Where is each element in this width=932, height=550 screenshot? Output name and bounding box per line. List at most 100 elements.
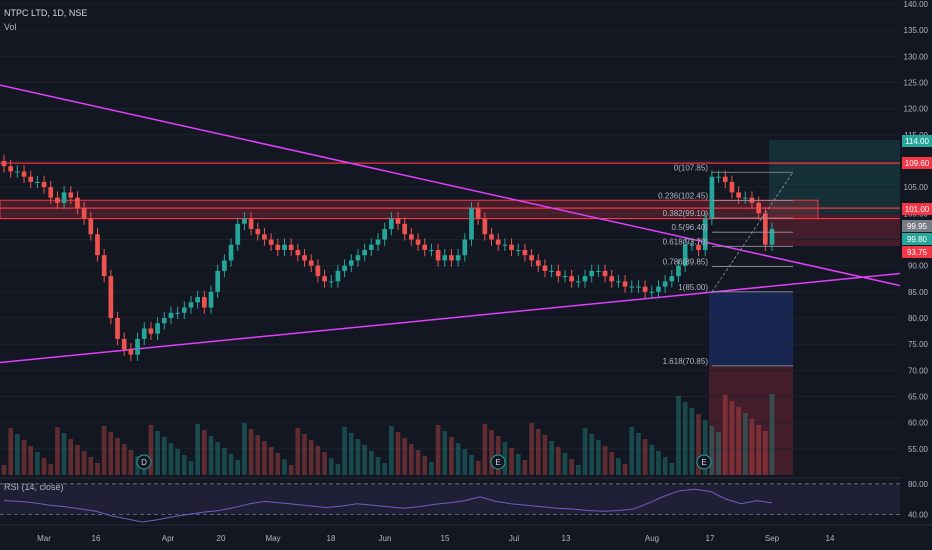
candle-body <box>489 234 494 240</box>
volume-bar <box>368 451 374 475</box>
event-marker <box>696 454 712 470</box>
volume-bar <box>535 429 541 475</box>
candle-body <box>228 244 234 261</box>
volume-bar <box>108 432 114 475</box>
candle-body <box>268 239 274 245</box>
candle-body <box>21 171 27 177</box>
resistance-band <box>0 199 819 220</box>
volume-bar <box>742 413 748 475</box>
candle-body <box>682 244 688 266</box>
candle-body <box>375 239 381 245</box>
candle-body <box>202 297 207 308</box>
volume-bar <box>549 441 554 475</box>
volume-label: Vol <box>4 22 17 32</box>
volume-bar <box>375 457 381 475</box>
candle-body <box>569 276 574 282</box>
candle-body <box>455 255 461 261</box>
volume-bar <box>729 401 735 475</box>
candle-body <box>636 286 641 288</box>
volume-bar <box>762 431 768 475</box>
candle-body <box>709 176 715 219</box>
price-badge <box>902 203 932 215</box>
candle-body <box>75 197 80 209</box>
candle-body <box>549 270 554 272</box>
candle-body <box>61 192 67 203</box>
volume-bar <box>462 449 468 475</box>
y-tick-label: 75.00 <box>908 340 929 349</box>
volume-bar <box>48 464 54 475</box>
volume-bar <box>208 436 214 475</box>
rsi-line <box>3 488 773 523</box>
price-badge <box>902 220 932 232</box>
volume-bar <box>415 450 421 475</box>
candle-body <box>729 181 735 193</box>
volume-bar <box>222 448 227 475</box>
x-tick-label: 18 <box>327 534 336 543</box>
volume-bar <box>696 414 701 475</box>
candle-body <box>262 234 267 240</box>
candle-body <box>522 249 528 256</box>
volume-bar <box>68 439 74 475</box>
volume-bar <box>95 463 100 475</box>
volume-bar <box>342 427 347 475</box>
candle-body <box>762 213 768 245</box>
candle-body <box>175 312 180 314</box>
candle-body <box>161 318 167 324</box>
candle-body <box>736 192 741 198</box>
candle-body <box>128 349 134 355</box>
candle-body <box>515 249 521 251</box>
volume-bar <box>382 463 387 475</box>
candle-body <box>509 244 514 250</box>
volume-bar <box>61 433 67 475</box>
candle-body <box>642 286 648 292</box>
fib-level-label: 0.618(93.70) <box>663 237 709 246</box>
volume-bar <box>181 455 187 475</box>
volume-bar <box>489 430 494 475</box>
volume-bar <box>395 432 401 475</box>
volume-bar <box>582 428 588 475</box>
event-marker-label: D <box>141 458 147 467</box>
volume-bar <box>409 444 414 475</box>
candle-body <box>108 276 114 318</box>
candle-body <box>242 218 247 224</box>
candle-body <box>435 249 441 261</box>
volume-bar <box>649 445 655 475</box>
x-tick-label: Jul <box>509 534 519 543</box>
x-tick-label: 16 <box>92 534 101 543</box>
candle-body <box>101 255 107 277</box>
candle-body <box>535 260 541 266</box>
volume-bar <box>716 432 721 475</box>
candle-body <box>756 202 761 214</box>
volume-bar <box>115 438 120 475</box>
candle-body <box>15 171 20 173</box>
profit-zone <box>769 140 900 215</box>
volume-bar <box>28 446 34 475</box>
volume-bar <box>302 434 307 475</box>
candle-body <box>502 244 508 246</box>
y-tick-label: 65.00 <box>908 393 929 402</box>
fib-level-label: 0.382(99.10) <box>663 209 709 218</box>
volume-bar <box>709 426 715 475</box>
volume-bar <box>282 459 287 475</box>
volume-bar <box>722 395 728 475</box>
candle-body <box>676 265 681 277</box>
x-tick-label: Aug <box>645 534 659 543</box>
volume-bar <box>609 452 615 475</box>
volume-bar <box>335 464 341 475</box>
candle-body <box>602 270 608 277</box>
candle-body <box>469 208 474 240</box>
fib-level-label: 0.5(96.40) <box>672 223 709 232</box>
volume-bar <box>328 458 334 475</box>
volume-bar <box>255 435 261 475</box>
price-badge <box>902 246 932 258</box>
volume-bar <box>389 426 394 475</box>
candle-body <box>255 229 261 235</box>
descending-trendline <box>0 84 901 287</box>
volume-bar <box>161 437 167 475</box>
volume-bar <box>155 431 160 475</box>
rsi-tick-label: 40.00 <box>908 510 929 519</box>
candle-body <box>335 270 341 282</box>
candle-body <box>295 249 301 256</box>
volume-bar <box>128 450 134 475</box>
